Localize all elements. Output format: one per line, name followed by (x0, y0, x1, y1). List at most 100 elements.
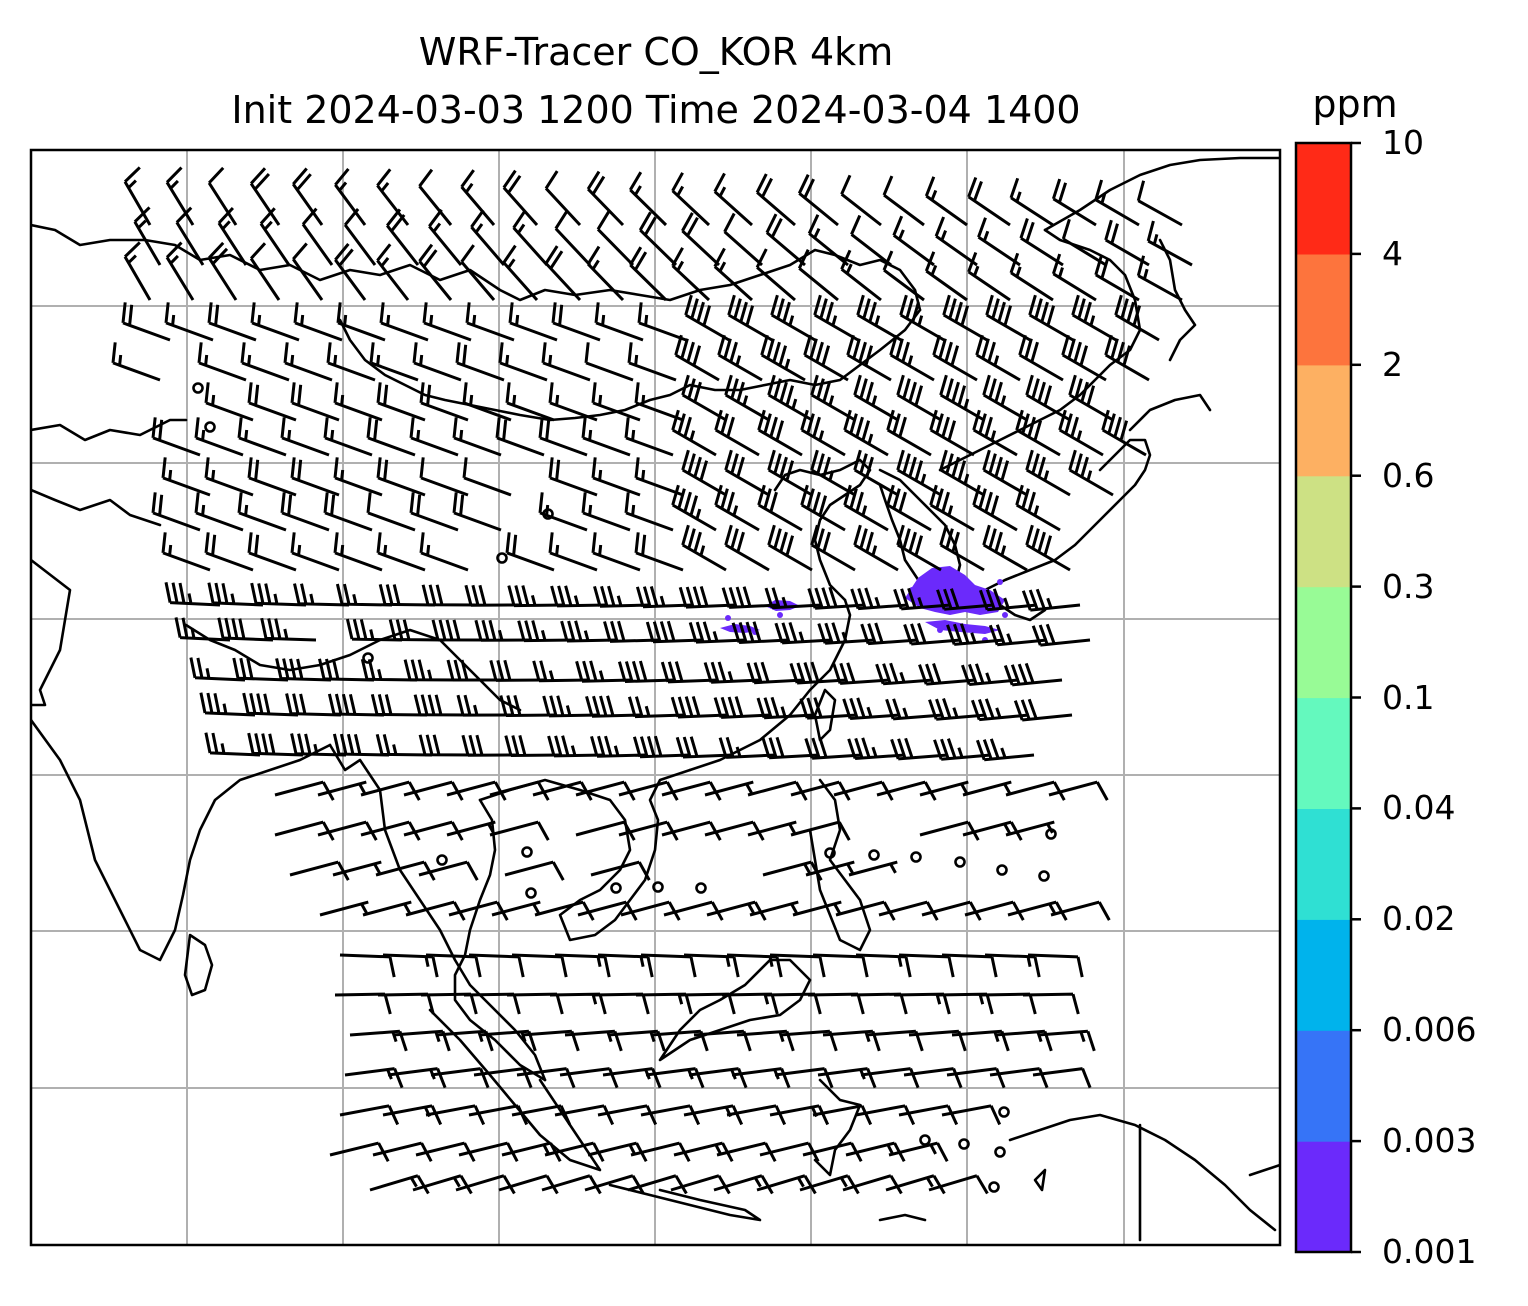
wind-barb (903, 1067, 963, 1089)
wind-barb (290, 382, 340, 422)
wind-barb (840, 249, 882, 302)
wind-barb (291, 167, 324, 226)
colorbar-segment (1296, 475, 1351, 588)
wind-barb (548, 457, 598, 497)
wind-barb (903, 622, 962, 646)
wind-barb (941, 953, 998, 978)
calm-wind-marker (996, 864, 1008, 876)
calm-wind-marker (1038, 870, 1050, 882)
wind-barb (724, 524, 770, 572)
wind-barb (941, 1104, 1002, 1126)
calm-wind-marker (988, 1181, 1000, 1193)
wind-barb (544, 245, 582, 302)
wind-barbs (111, 166, 1193, 1195)
wind-barb (495, 417, 545, 457)
wind-barb (319, 900, 369, 917)
wind-barb (670, 695, 729, 719)
wind-barb (724, 449, 770, 497)
colorbar-tick-label: 0.006 (1382, 1010, 1477, 1050)
wind-barb (343, 208, 377, 266)
wind-barb (463, 992, 521, 1015)
wind-barb (934, 216, 978, 267)
wind-barb (260, 617, 317, 642)
wind-barb (757, 484, 803, 532)
wind-barb (850, 587, 909, 611)
wind-barb (111, 342, 161, 382)
wind-barb (671, 247, 711, 302)
wind-barb (1058, 409, 1104, 457)
coastline-segment (808, 778, 872, 952)
wind-barb (889, 334, 935, 382)
wind-barb (747, 780, 808, 801)
wind-barb (194, 492, 244, 532)
wind-barb (637, 302, 687, 342)
wind-barb (756, 696, 815, 720)
wind-barb (760, 334, 806, 382)
wind-barb (1104, 334, 1150, 382)
wind-barb (283, 342, 333, 382)
wind-barb (250, 302, 300, 342)
wind-barb (660, 661, 719, 684)
wind-barb (624, 492, 674, 532)
chart-title: WRF-Tracer CO_KOR 4km (418, 30, 894, 74)
wind-barb (810, 524, 856, 572)
wind-barb (291, 242, 324, 301)
wind-barb (789, 661, 848, 685)
wind-barb (409, 417, 459, 457)
wind-barb (332, 733, 390, 757)
wind-barb (919, 820, 980, 841)
wind-barb (797, 174, 839, 227)
wind-barb (194, 417, 244, 457)
wind-barb (505, 382, 555, 422)
coastline-segment (31, 223, 147, 247)
wind-barb (217, 617, 274, 642)
wind-barb (683, 953, 740, 978)
wind-barb (764, 587, 823, 610)
wind-barb (591, 532, 641, 572)
wind-barb (924, 251, 968, 302)
wind-barb (767, 374, 813, 422)
wind-barb (204, 532, 254, 572)
wind-barb (767, 449, 813, 497)
wind-barb (848, 860, 898, 877)
wind-barb (554, 210, 592, 267)
wind-barb (1018, 334, 1064, 382)
coastline-segment (1008, 1113, 1277, 1232)
wind-barb (428, 208, 463, 266)
wind-barb (419, 457, 469, 497)
wind-barb (376, 457, 426, 497)
wind-barb (151, 417, 201, 457)
co-plume-speck (1002, 612, 1008, 618)
wind-barb (498, 1174, 559, 1195)
wind-barb (747, 820, 797, 837)
wind-barb (727, 294, 773, 342)
wind-barb (538, 417, 588, 457)
wind-barb (970, 698, 1030, 722)
wind-barb (804, 737, 863, 760)
wind-barb (645, 620, 704, 644)
wind-barb (511, 1104, 572, 1126)
wind-barb (846, 334, 892, 382)
wind-barb (590, 860, 651, 881)
wind-barb (345, 618, 403, 642)
wind-barb (250, 582, 307, 607)
wind-barb (199, 692, 256, 717)
wind-barb (360, 658, 418, 682)
wind-barb (890, 737, 949, 761)
wind-barb (581, 417, 631, 457)
colorbar-segment (1296, 697, 1351, 809)
wind-barb (425, 953, 482, 978)
wind-barb (259, 207, 291, 266)
wind-barb (939, 449, 985, 497)
wind-barb (749, 900, 799, 917)
wind-barb (761, 736, 820, 760)
wind-barb (1005, 780, 1066, 801)
chart-subtitle: Init 2024-03-03 1200 Time 2024-03-04 140… (231, 88, 1081, 132)
wind-barb (972, 484, 1018, 532)
wind-barb (632, 735, 691, 759)
wind-barb (855, 1104, 916, 1126)
wind-barb (1025, 524, 1071, 572)
wind-barb (405, 900, 466, 921)
wind-barb (593, 585, 651, 608)
